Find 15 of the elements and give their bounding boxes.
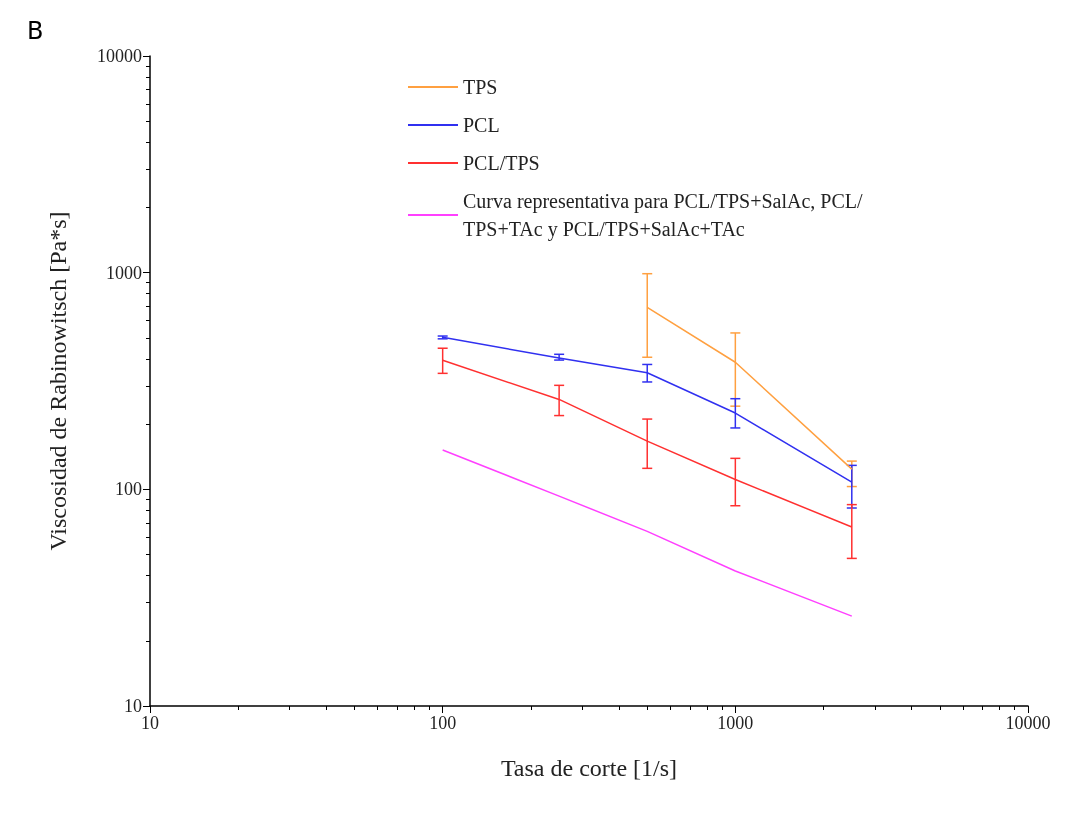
legend-label: PCL/TPS bbox=[463, 152, 540, 174]
x-tick-label: 10000 bbox=[1005, 713, 1051, 733]
y-axis-title: Viscosidad de Rabinowitsch [Pa*s] bbox=[45, 211, 71, 551]
x-axis-title: Tasa de corte [1/s] bbox=[500, 755, 678, 781]
x-tick-label: 100 bbox=[429, 713, 457, 733]
y-tick-label: 1000 bbox=[106, 262, 142, 283]
x-tick-label: 10 bbox=[141, 713, 159, 733]
y-tick-label: 10 bbox=[124, 696, 142, 716]
chart-title: B bbox=[27, 17, 44, 45]
legend-label: Curva representativa para PCL/TPS+SalAc, PCL/TPS+TAc y PCL/TPS+SalAc+TAc bbox=[463, 190, 863, 241]
y-tick-label: 10000 bbox=[97, 46, 142, 66]
legend-label: PCL bbox=[463, 114, 500, 136]
x-tick-label: 1000 bbox=[717, 713, 754, 733]
y-tick-label: 100 bbox=[115, 479, 142, 500]
legend-label: TPS bbox=[463, 76, 498, 98]
